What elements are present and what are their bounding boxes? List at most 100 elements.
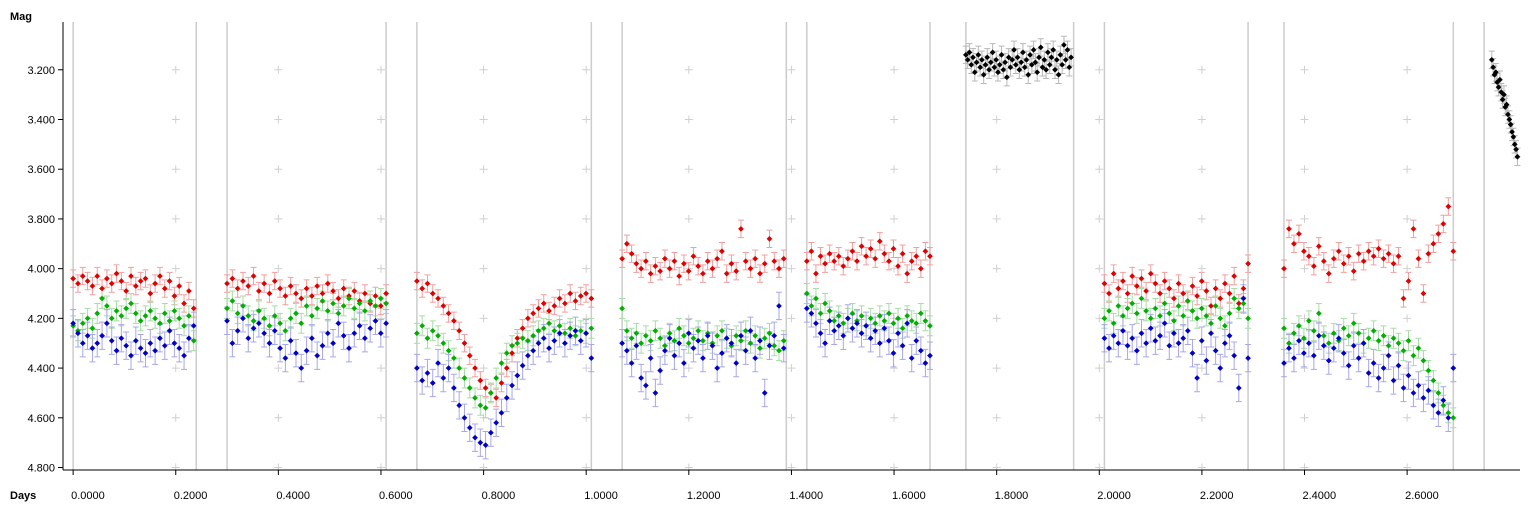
point-red-3-4 <box>638 265 645 272</box>
point-blue-3-26 <box>742 347 749 354</box>
point-blue-0-22 <box>176 345 183 352</box>
point-blue-1-4 <box>245 335 252 342</box>
point-blue-1-5 <box>250 325 257 332</box>
point-blue-0-4 <box>89 345 96 352</box>
point-green-3-12 <box>676 325 683 332</box>
point-red-3-6 <box>647 270 654 277</box>
point-blue-1-26 <box>361 335 368 342</box>
x-tick-label-4: 0.8000 <box>482 490 516 502</box>
point-blue-5-4 <box>1119 327 1126 334</box>
point-green-3-11 <box>671 337 678 344</box>
point-blue-4-22 <box>904 320 911 327</box>
grid-marker-7 <box>171 413 180 422</box>
point-blue-0-3 <box>84 332 91 339</box>
grid-marker-109 <box>1403 115 1412 124</box>
point-blue-1-30 <box>383 320 390 327</box>
point-blue-1-0 <box>224 317 231 324</box>
point-blue-4-16 <box>876 340 883 347</box>
point-blue-6-33 <box>1445 414 1452 421</box>
point-green-4-23 <box>908 317 915 324</box>
point-green-2-27 <box>556 322 563 329</box>
grid-marker-45 <box>684 65 693 74</box>
point-blue-3-15 <box>690 345 697 352</box>
point-red-2-27 <box>556 295 563 302</box>
point-green-1-26 <box>361 307 368 314</box>
point-red-4-24 <box>913 253 920 260</box>
point-blue-6-24 <box>1400 385 1407 391</box>
point-blue-5-31 <box>1245 355 1252 362</box>
point-black-0-31 <box>1018 59 1025 66</box>
point-blue-4-15 <box>872 327 879 334</box>
point-green-5-27 <box>1226 310 1233 317</box>
point-black-0-56 <box>1062 56 1069 63</box>
point-green-5-13 <box>1161 300 1168 307</box>
point-green-0-3 <box>84 315 91 322</box>
point-blue-0-19 <box>161 342 168 349</box>
point-black-0-53 <box>1057 51 1064 58</box>
point-green-5-14 <box>1166 310 1173 317</box>
point-red-2-29 <box>567 290 574 297</box>
point-red-5-25 <box>1217 295 1224 302</box>
point-blue-2-26 <box>551 337 558 344</box>
point-blue-3-29 <box>757 337 763 344</box>
point-red-2-1 <box>419 285 426 292</box>
point-red-5-17 <box>1180 290 1187 297</box>
point-blue-2-8 <box>456 402 463 409</box>
point-blue-6-1 <box>1286 345 1292 352</box>
point-black-0-47 <box>1046 61 1053 68</box>
point-red-0-25 <box>190 305 197 312</box>
point-green-3-20 <box>714 332 721 339</box>
point-black-0-57 <box>1064 46 1071 53</box>
point-red-1-28 <box>372 293 379 299</box>
point-blue-0-20 <box>166 327 173 334</box>
point-red-1-5 <box>250 273 257 280</box>
point-green-5-28 <box>1231 295 1238 302</box>
point-green-5-23 <box>1208 320 1214 327</box>
point-red-5-4 <box>1119 278 1126 285</box>
point-green-3-15 <box>690 335 697 342</box>
point-red-4-20 <box>895 263 901 270</box>
point-red-1-17 <box>314 283 321 289</box>
point-green-4-7 <box>835 312 842 319</box>
point-black-1-11 <box>1503 101 1510 108</box>
grid-marker-100 <box>1300 115 1309 124</box>
point-blue-4-6 <box>831 327 838 334</box>
point-blue-0-6 <box>99 332 106 339</box>
grid-marker-0 <box>171 65 180 74</box>
point-blue-1-1 <box>229 340 236 347</box>
point-red-6-22 <box>1390 260 1397 267</box>
point-red-6-29 <box>1425 250 1432 257</box>
grid-marker-18 <box>376 65 385 74</box>
point-blue-1-12 <box>287 337 294 344</box>
x-tick-label-1: 0.2000 <box>174 490 208 502</box>
point-red-6-3 <box>1295 230 1302 237</box>
point-red-3-3 <box>633 260 640 267</box>
point-red-2-32 <box>583 290 590 297</box>
grid-marker-65 <box>890 165 899 174</box>
x-tick-label-9: 1.8000 <box>995 490 1029 502</box>
point-red-5-30 <box>1240 285 1247 292</box>
point-blue-5-29 <box>1235 385 1242 391</box>
point-red-0-11 <box>123 288 130 294</box>
point-green-5-8 <box>1138 295 1145 302</box>
point-red-5-26 <box>1221 280 1228 287</box>
point-red-6-19 <box>1375 245 1382 252</box>
x-tick-label-6: 1.2000 <box>687 490 721 502</box>
point-red-6-18 <box>1370 253 1377 260</box>
point-green-5-19 <box>1189 307 1196 314</box>
point-blue-1-3 <box>240 315 246 322</box>
grid-marker-57 <box>787 214 796 223</box>
point-red-6-5 <box>1305 253 1312 260</box>
grid-marker-114 <box>1403 364 1412 373</box>
grid-marker-93 <box>1197 214 1206 223</box>
point-red-4-2 <box>812 270 819 277</box>
point-blue-1-10 <box>277 345 284 352</box>
point-blue-2-11 <box>472 434 478 441</box>
point-blue-1-2 <box>234 327 241 334</box>
point-green-4-24 <box>913 320 920 327</box>
point-red-6-20 <box>1380 255 1387 262</box>
point-green-2-33 <box>588 325 595 332</box>
point-blue-2-22 <box>530 347 537 354</box>
grid-marker-67 <box>890 264 899 273</box>
point-black-0-34 <box>1023 56 1030 63</box>
